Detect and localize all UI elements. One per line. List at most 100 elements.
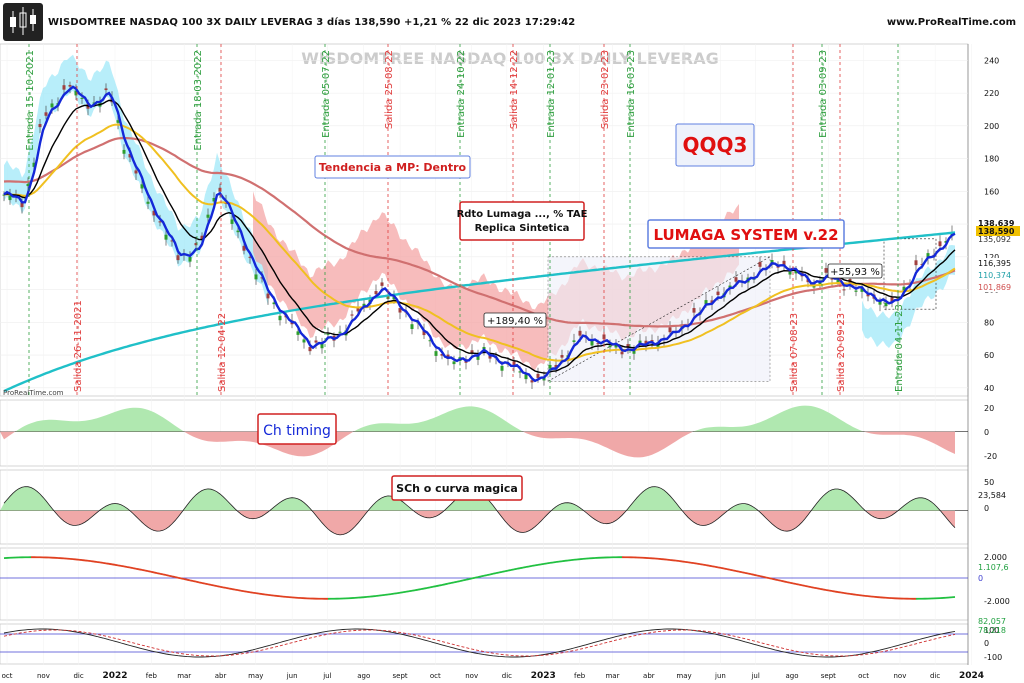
site-link[interactable]: www.ProRealTime.com — [886, 17, 1016, 28]
x-tick-label: 2023 — [531, 671, 556, 681]
osc-segment — [441, 583, 446, 586]
candle-body — [140, 184, 144, 189]
candle-body — [26, 183, 30, 187]
candle-body — [308, 346, 312, 352]
x-tick-label: dic — [930, 672, 940, 680]
watermark: WISDOMTREE NASDAQ 100 3X DAILY LEVERAG — [301, 49, 718, 68]
candle-body — [860, 287, 864, 292]
ch-timing-pos-area — [0, 405, 955, 432]
trend-box-text: Tendencia a MP: Dentro — [319, 161, 467, 174]
osc-segment — [522, 566, 527, 569]
candle-body — [74, 90, 78, 96]
osc-segment — [444, 582, 449, 586]
ma-yellow — [3, 123, 956, 362]
osc-segment — [195, 580, 200, 584]
x-tick-label: ago — [785, 672, 798, 680]
candle-body — [278, 315, 282, 321]
osc-segment — [420, 587, 425, 591]
x-tick-label: oct — [430, 672, 441, 680]
candle-body — [500, 365, 504, 371]
osc-segment — [714, 565, 719, 569]
osc-segment — [456, 580, 461, 583]
x-tick-label: mar — [177, 672, 191, 680]
candle-body — [254, 274, 258, 280]
y-tick-label: 160 — [984, 187, 999, 196]
stoch-d-line — [3, 629, 956, 657]
value-tag-label: 101,869 — [978, 283, 1011, 292]
candle-body — [668, 327, 672, 333]
osc-segment — [768, 577, 773, 580]
candle-body — [392, 296, 396, 300]
candle-body — [200, 235, 204, 240]
candle-body — [824, 268, 828, 273]
osc-segment — [234, 588, 239, 592]
osc-segment — [450, 581, 455, 584]
osc-segment — [792, 582, 797, 585]
osc-segment — [465, 578, 470, 581]
osc-segment — [180, 577, 185, 580]
osc-segment — [117, 564, 122, 567]
exit-signal-label: Salida 14-12-22 — [509, 50, 520, 129]
stoch-value-label: 82,057 — [978, 617, 1006, 626]
gain-box-1 — [483, 312, 547, 328]
candle-body — [548, 364, 552, 369]
osc-segment — [810, 586, 815, 589]
candle-body — [902, 286, 906, 292]
entry-signal-label: Entrada 24-10-22 — [456, 50, 467, 138]
candle-body — [338, 331, 342, 333]
candle-body — [644, 340, 648, 345]
candle-body — [728, 285, 732, 289]
candle-body — [926, 253, 930, 259]
x-tick-label: sept — [821, 672, 836, 680]
candle-body — [590, 340, 594, 346]
cloud-cyan-recent — [862, 245, 955, 349]
y-tick-label: 120 — [984, 253, 999, 262]
osc-segment — [162, 573, 167, 576]
candle-body — [716, 291, 720, 295]
candle-body — [626, 344, 630, 348]
osc-segment — [726, 568, 731, 571]
candle-body — [374, 291, 378, 295]
osc-segment — [471, 576, 476, 580]
osc-segment — [723, 567, 728, 570]
gain-box-2 — [827, 263, 883, 279]
panel-frame — [0, 547, 969, 621]
system-box-text: LUMAGA SYSTEM v.22 — [653, 226, 838, 244]
candle-body — [380, 282, 384, 286]
x-tick-label: oct — [858, 672, 869, 680]
osc-segment — [525, 565, 530, 568]
osc-segment — [747, 572, 752, 576]
osc-segment — [141, 569, 146, 572]
osc-segment — [492, 572, 497, 575]
osc-segment — [201, 582, 206, 585]
candle-body — [296, 331, 300, 335]
osc-segment — [774, 578, 779, 581]
osc-segment — [210, 584, 215, 587]
osc-segment — [189, 579, 194, 582]
candle-body — [758, 261, 762, 267]
y-tick-label: 240 — [984, 56, 999, 65]
entry-signal-label: Entrada 18-03-2022 — [193, 50, 204, 151]
osc-segment — [414, 588, 419, 592]
osc-segment — [147, 570, 152, 573]
candle-body — [188, 256, 192, 262]
sch-tick: 0 — [984, 504, 989, 513]
osc-segment — [504, 569, 509, 573]
candle-body — [440, 354, 444, 356]
osc-value-label: 1.107,6 — [978, 563, 1009, 572]
osc-segment — [804, 585, 809, 588]
osc-segment — [462, 578, 467, 582]
ch-timing-box — [257, 413, 337, 445]
osc-segment — [729, 568, 734, 572]
osc-segment — [156, 572, 161, 575]
osc-segment — [705, 564, 710, 567]
candle-body — [320, 343, 324, 349]
candle-body — [206, 214, 210, 218]
osc-segment — [702, 563, 707, 567]
osc-segment — [771, 577, 776, 581]
candle-body — [452, 361, 456, 365]
candle-body — [146, 201, 150, 204]
trade-box-recent — [883, 238, 937, 310]
candle-body — [818, 282, 822, 285]
